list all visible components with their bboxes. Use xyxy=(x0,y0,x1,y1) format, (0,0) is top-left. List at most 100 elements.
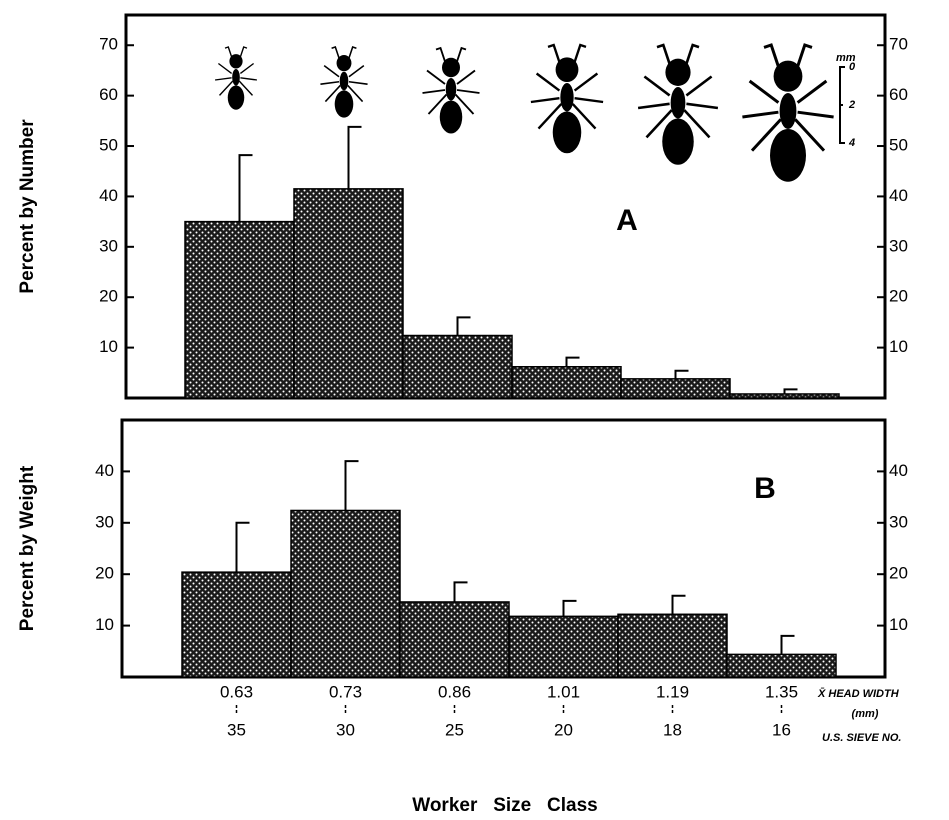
x-tick-label: 0.86 xyxy=(438,682,471,701)
y-tick-label: 50 xyxy=(99,136,118,155)
ant-thorax xyxy=(232,69,240,86)
bar xyxy=(511,366,622,399)
y-tick-label: 40 xyxy=(95,461,114,480)
ant-legs xyxy=(320,46,368,103)
ant-icon xyxy=(530,43,604,154)
sieve-label: 20 xyxy=(554,720,573,739)
bar xyxy=(181,571,292,678)
ant-gaster xyxy=(334,90,354,118)
y-tick-label: 20 xyxy=(95,564,114,583)
x-tick-label: 1.19 xyxy=(656,682,689,701)
ant-head xyxy=(229,54,243,69)
ant-gaster xyxy=(770,129,806,182)
ant-thorax xyxy=(779,93,797,129)
ant-legs xyxy=(215,46,257,96)
y2-tick-label: 10 xyxy=(889,337,908,356)
bar xyxy=(402,334,513,399)
ant-thorax xyxy=(445,78,457,101)
error-bar xyxy=(565,356,580,367)
bar xyxy=(620,378,731,399)
error-bar xyxy=(783,388,798,394)
error-bar xyxy=(344,460,359,511)
bar xyxy=(399,601,510,678)
x-axis-label: Worker Size Class xyxy=(412,795,598,816)
scale-unit: mm xyxy=(836,52,856,64)
y-tick-label: 20 xyxy=(99,287,118,306)
bar xyxy=(184,220,295,399)
ant-gaster xyxy=(439,100,463,134)
y2-tick-label: 50 xyxy=(889,136,908,155)
y-tick-label: 10 xyxy=(95,615,114,634)
error-bar xyxy=(456,316,471,336)
bar xyxy=(290,509,401,678)
y2-tick-label: 10 xyxy=(889,615,908,634)
ant-head xyxy=(665,58,691,86)
y-axis-label: Percent by Weight xyxy=(17,465,38,631)
error-bar xyxy=(238,154,253,222)
y-tick-label: 30 xyxy=(95,512,114,531)
y-tick-label: 60 xyxy=(99,85,118,104)
ant-icon xyxy=(422,46,480,134)
panel-label: B xyxy=(754,472,776,505)
ant-icon xyxy=(215,46,257,110)
x-tick-label: 0.73 xyxy=(329,682,362,701)
ant-thorax xyxy=(339,71,349,91)
y2-tick-label: 70 xyxy=(889,35,908,54)
scale-label: 2 xyxy=(848,99,855,111)
ant-head xyxy=(336,55,352,72)
ant-legs xyxy=(422,46,480,115)
y2-tick-label: 20 xyxy=(889,564,908,583)
y2-tick-label: 30 xyxy=(889,512,908,531)
error-bar xyxy=(780,634,795,655)
ant-head xyxy=(555,57,579,83)
y-tick-label: 30 xyxy=(99,236,118,255)
scale-bar xyxy=(839,66,845,144)
x-tick-label: 1.01 xyxy=(547,682,580,701)
ant-legs xyxy=(637,43,719,139)
category-axis-note: X̄ HEAD WIDTH xyxy=(817,688,900,700)
bar xyxy=(617,613,728,678)
y-tick-label: 10 xyxy=(99,337,118,356)
y-tick-label: 70 xyxy=(99,35,118,54)
y-tick-label: 40 xyxy=(99,186,118,205)
category-unit-note: (mm) xyxy=(852,708,879,720)
ant-thorax xyxy=(560,83,574,112)
sieve-label: 18 xyxy=(663,720,682,739)
ant-legs xyxy=(742,43,834,152)
bar xyxy=(726,653,837,678)
sieve-label: 35 xyxy=(227,720,246,739)
error-bar xyxy=(453,581,468,602)
y-axis-label: Percent by Number xyxy=(17,119,38,294)
sieve-label: 25 xyxy=(445,720,464,739)
y2-tick-label: 20 xyxy=(889,287,908,306)
error-bar xyxy=(235,521,250,573)
y2-tick-label: 60 xyxy=(889,85,908,104)
scale-label: 0 xyxy=(849,61,856,73)
ant-head xyxy=(773,60,803,92)
ant-head xyxy=(442,57,460,78)
bar xyxy=(508,615,619,678)
ant-gaster xyxy=(227,85,245,110)
ant-icon xyxy=(320,46,368,118)
sieve-label: 30 xyxy=(336,720,355,739)
ant-gaster xyxy=(662,118,694,165)
error-bar xyxy=(562,599,577,617)
ant-gaster xyxy=(552,111,582,154)
error-bar xyxy=(347,125,362,189)
ant-legs xyxy=(530,43,604,130)
ant-icon xyxy=(742,43,834,182)
sieve-axis-note: U.S. SIEVE NO. xyxy=(822,732,901,744)
error-bar xyxy=(674,369,689,379)
x-tick-label: 1.35 xyxy=(765,682,798,701)
sieve-label: 16 xyxy=(772,720,791,739)
bar xyxy=(729,393,840,399)
y2-tick-label: 30 xyxy=(889,236,908,255)
error-bar xyxy=(671,594,686,615)
y2-tick-label: 40 xyxy=(889,461,908,480)
ant-thorax xyxy=(670,87,686,119)
scale-label: 4 xyxy=(848,137,855,149)
y2-tick-label: 40 xyxy=(889,186,908,205)
ant-icon xyxy=(637,43,719,165)
x-tick-label: 0.63 xyxy=(220,682,253,701)
